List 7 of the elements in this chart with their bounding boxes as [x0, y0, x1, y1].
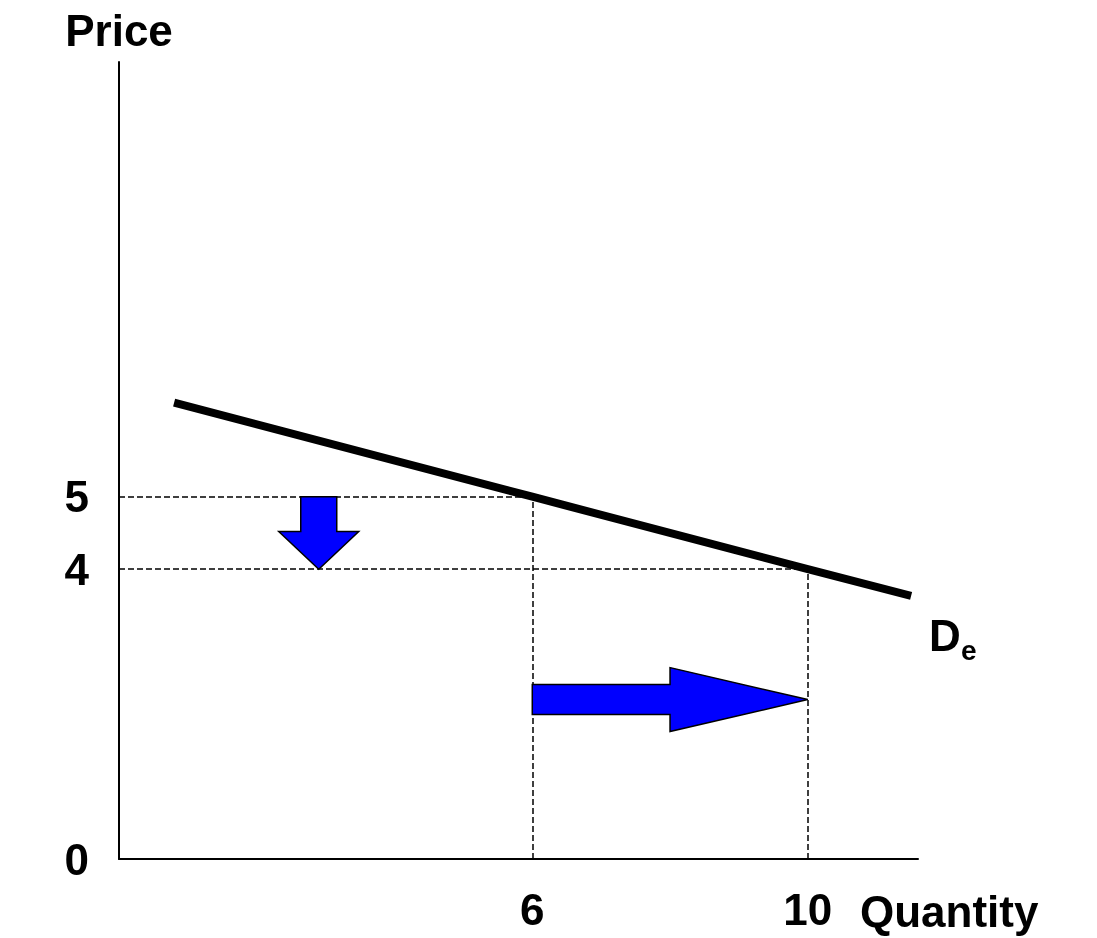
x-axis-title: Quantity	[860, 886, 1039, 936]
x-tick-label: 6	[520, 884, 545, 934]
y-tick-label: 5	[64, 472, 89, 522]
y-axis-title: Price	[65, 5, 173, 55]
x-tick-label: 10	[783, 884, 833, 934]
y-tick-label: 4	[64, 544, 90, 594]
y-tick-label: 0	[64, 834, 89, 884]
